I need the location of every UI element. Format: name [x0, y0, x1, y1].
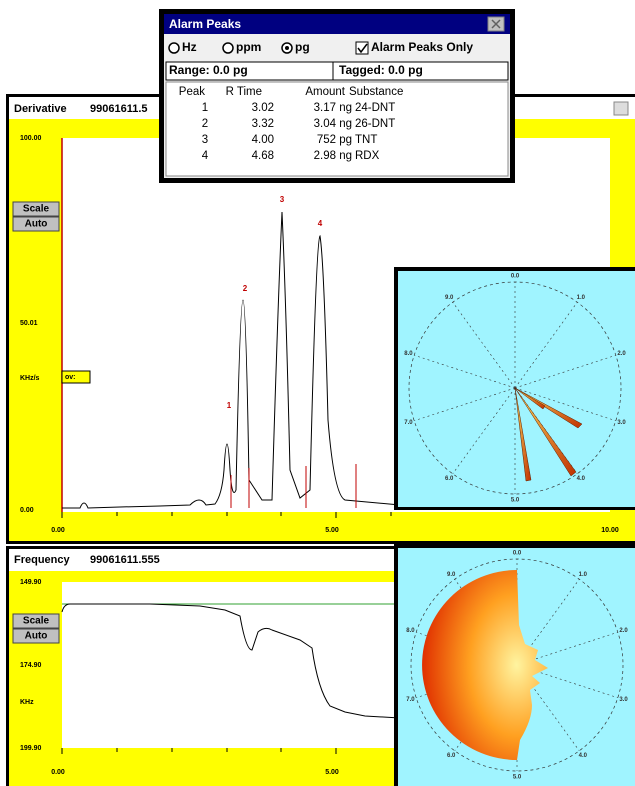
polar-label: 0.0: [513, 551, 522, 557]
polar-plot: 0.0 1.0 2.0 3.0 4.0 5.0 6.0 7.0 8.0 9.0: [394, 544, 635, 786]
polar-label: 6.0: [447, 753, 456, 759]
y-tick-label: 100.00: [20, 135, 42, 142]
radio-label: pg: [295, 40, 310, 54]
range-label: Range: 0.0 pg: [169, 63, 248, 77]
table-cell: 1: [202, 102, 208, 114]
y-tick-label: 50.01: [20, 320, 38, 327]
column-header: Amount: [305, 86, 345, 98]
peak-label: 2: [243, 284, 248, 293]
column-header: Peak: [179, 86, 205, 98]
y-tick-label: 149.90: [20, 579, 42, 586]
table-cell: 26-DNT: [355, 118, 395, 130]
table-cell: 2.98 ng: [314, 150, 352, 162]
radio-label: Hz: [182, 40, 197, 54]
polar-label: 5.0: [513, 775, 522, 781]
x-tick-label: 0.00: [51, 769, 65, 776]
polar-label: 4.0: [577, 476, 586, 482]
y-unit: KHz: [20, 699, 34, 706]
polar-label: 4.0: [579, 753, 588, 759]
polar-label: 5.0: [511, 498, 520, 504]
column-header: R Time: [226, 86, 262, 98]
table-cell: 2: [202, 118, 208, 130]
table-cell: 3.04 ng: [314, 118, 352, 130]
polar-label: 0.0: [511, 274, 520, 280]
polar-label: 6.0: [445, 476, 454, 482]
polar-label: 2.0: [619, 628, 628, 634]
table-cell: 3.32: [252, 118, 274, 130]
button-label: Auto: [25, 219, 48, 230]
table-cell: 24-DNT: [355, 102, 395, 114]
button-label: Scale: [23, 616, 50, 627]
polar-label: 7.0: [406, 697, 415, 703]
table-cell: 3: [202, 134, 208, 146]
x-tick-label: 0.00: [51, 527, 65, 534]
polar-label: 8.0: [404, 351, 413, 357]
polar-plot: 0.0 1.0 2.0 3.0 4.0 5.0 6.0 7.0 8.0 9.0: [394, 267, 635, 510]
x-tick-label: 5.00: [325, 527, 339, 534]
y-unit: KHz/s: [20, 375, 40, 382]
table-cell: 4: [202, 150, 209, 162]
table-cell: 4.68: [252, 150, 274, 162]
tagged-label: Tagged: 0.0 pg: [339, 63, 423, 77]
x-tick-label: 10.00: [601, 527, 619, 534]
radio-label: ppm: [236, 40, 261, 54]
column-header: Substance: [349, 86, 403, 98]
polar-label: 9.0: [447, 572, 456, 578]
table-cell: 3.17 ng: [314, 102, 352, 114]
window-title: Frequency: [14, 554, 71, 566]
peak-label: 4: [318, 219, 323, 228]
polar-label: 3.0: [617, 420, 626, 426]
close-button[interactable]: [614, 102, 628, 115]
radio-button[interactable]: [223, 43, 233, 53]
alarm-peaks-dialog: Alarm Peaks Hz ppm pg Alarm Peaks Only R…: [159, 9, 515, 183]
polar-label: 2.0: [617, 351, 626, 357]
polar-label: 1.0: [577, 295, 586, 301]
polar-label: 1.0: [579, 572, 588, 578]
table-cell: 3.02: [252, 102, 274, 114]
marker-label: ov:: [65, 374, 76, 381]
window-id: 99061611.555: [90, 554, 160, 566]
page: {"alarm_peaks": {"title": "Alarm Peaks",…: [0, 0, 635, 786]
table-cell: TNT: [355, 134, 377, 146]
table-cell: 4.00: [252, 134, 274, 146]
polar-label: 9.0: [445, 295, 454, 301]
dialog-title: Alarm Peaks: [169, 17, 241, 31]
window-id: 99061611.5: [90, 103, 148, 115]
button-label: Scale: [23, 204, 50, 215]
polar-label: 8.0: [406, 628, 415, 634]
checkbox[interactable]: [356, 42, 368, 54]
radio-dot: [285, 46, 289, 50]
polar-label: 7.0: [404, 420, 413, 426]
peak-label: 1: [227, 401, 232, 410]
polar-label: 3.0: [619, 697, 628, 703]
checkbox-label: Alarm Peaks Only: [371, 40, 473, 54]
peak-label: 3: [280, 195, 285, 204]
screen: Derivative 99061611.5 Scale Auto ov: 100…: [0, 0, 635, 786]
table-cell: RDX: [355, 150, 380, 162]
button-label: Auto: [25, 631, 48, 642]
table-cell: 752 pg: [317, 134, 352, 146]
radio-button[interactable]: [169, 43, 179, 53]
y-tick-label: 0.00: [20, 507, 34, 514]
y-tick-label: 199.90: [20, 745, 42, 752]
window-title: Derivative: [14, 103, 67, 115]
x-tick-label: 5.00: [325, 769, 339, 776]
y-tick-label: 174.90: [20, 662, 42, 669]
